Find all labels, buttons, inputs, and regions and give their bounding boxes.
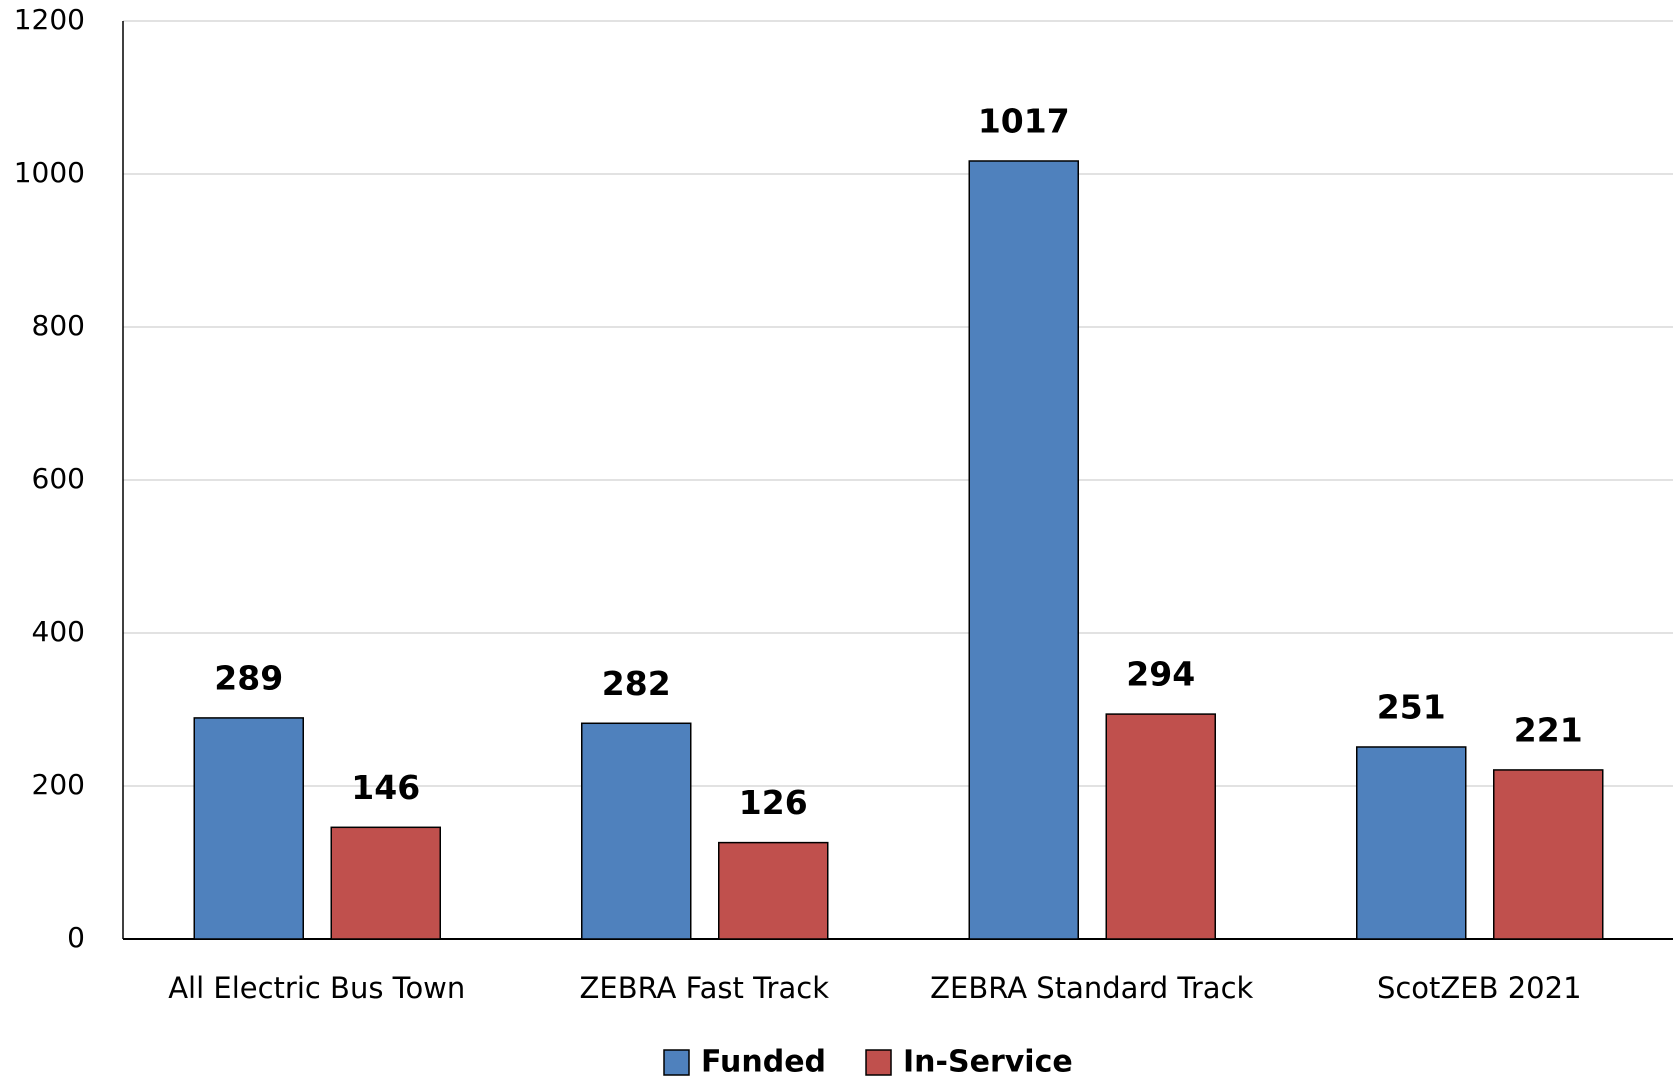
y-tick-label: 200	[32, 768, 85, 801]
bar	[1356, 746, 1467, 940]
x-tick-label: ZEBRA Fast Track	[580, 971, 830, 1005]
data-label: 251	[1377, 687, 1446, 726]
data-label: 221	[1514, 710, 1583, 749]
data-label: 1017	[978, 101, 1070, 140]
x-tick-label: All Electric Bus Town	[168, 971, 465, 1005]
bar	[193, 717, 304, 940]
bar	[1105, 713, 1216, 940]
y-tick-label: 800	[32, 309, 85, 342]
data-label: 126	[739, 783, 808, 822]
y-tick-label: 0	[67, 921, 85, 954]
data-label: 289	[214, 658, 283, 697]
bar	[330, 826, 441, 940]
y-tick-label: 400	[32, 615, 85, 648]
legend-label: Funded	[701, 1045, 826, 1078]
data-label: 282	[602, 664, 671, 703]
bar	[718, 841, 829, 940]
y-tick-label: 1000	[14, 156, 85, 189]
legend-swatch	[865, 1049, 892, 1076]
bar	[968, 160, 1079, 940]
bar	[1493, 769, 1604, 940]
x-tick-label: ZEBRA Standard Track	[930, 971, 1253, 1005]
y-tick-label: 1200	[14, 3, 85, 36]
legend-label: In-Service	[903, 1045, 1073, 1078]
legend-swatch	[663, 1049, 690, 1076]
y-tick-label: 600	[32, 462, 85, 495]
bar	[581, 722, 692, 940]
data-label: 294	[1126, 655, 1195, 694]
data-label: 146	[351, 768, 420, 807]
x-tick-label: ScotZEB 2021	[1377, 971, 1582, 1005]
